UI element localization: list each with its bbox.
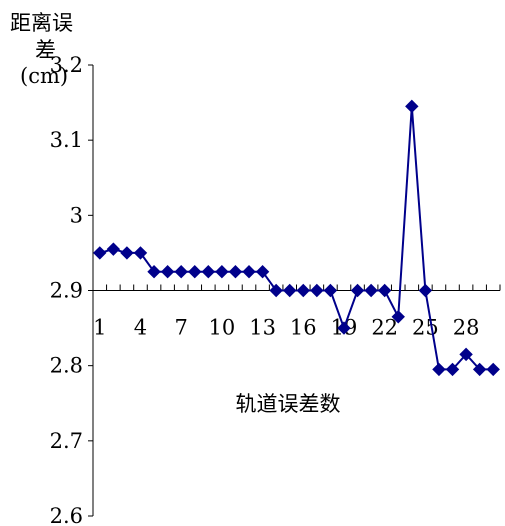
data-point-marker [133,246,148,260]
data-point-marker [350,283,365,298]
x-tick-label: 13 [249,316,276,340]
data-point-marker [296,283,310,298]
data-point-marker [228,265,243,279]
y-tick-label: 2.7 [50,429,83,453]
data-point-marker [364,283,378,298]
data-point-marker [445,362,460,377]
data-point-marker [215,265,229,279]
data-point-marker [269,283,283,298]
data-point-marker [418,283,433,298]
x-tick-label: 16 [290,316,317,340]
data-point-marker [93,246,107,260]
x-tick-label: 4 [134,316,147,340]
data-point-marker [310,283,324,298]
x-tick-label: 28 [453,316,480,340]
series-layer [93,99,500,377]
data-point-marker [432,362,446,377]
x-tick-label: 25 [412,316,439,340]
y-tick-label: 3.1 [50,128,83,152]
y-axis-title-line-2: 差 [35,38,56,62]
data-point-marker [255,265,270,279]
y-axis-title-line-3: (cm) [20,64,69,88]
data-point-marker [160,265,175,279]
data-point-marker [201,265,216,279]
data-point-marker [283,283,297,298]
data-point-marker [459,347,473,362]
data-point-marker [242,265,256,279]
y-tick-label: 2.6 [50,504,83,526]
x-tick-label: 22 [371,316,398,340]
y-tick-label: 3 [70,203,83,227]
data-point-marker [174,265,188,279]
data-point-marker [337,321,351,335]
x-tick-label: 7 [174,316,187,340]
x-axis-ticks: 14710131619222528 [92,284,501,340]
data-point-marker [323,283,338,298]
data-point-marker [106,242,121,256]
data-point-marker [120,246,134,260]
data-point-marker [405,99,419,114]
data-point-marker [486,362,500,377]
data-point-marker [391,310,405,324]
x-axis-title: 轨道误差数 [236,392,341,416]
data-point-marker [147,265,161,279]
y-tick-label: 3.2 [50,53,83,77]
y-axis-ticks: 2.6 2.7 2.8 2.9 3 3.1 3.2 [50,53,93,526]
y-tick-label: 2.9 [50,279,83,303]
data-point-marker [188,265,202,279]
y-tick-label: 2.8 [50,354,83,378]
x-tick-label: 10 [209,316,236,340]
x-tick-label: 1 [93,316,106,340]
y-axis-title-line-1: 距离误 [10,11,73,35]
data-point-marker [377,283,392,298]
data-point-marker [472,362,487,377]
